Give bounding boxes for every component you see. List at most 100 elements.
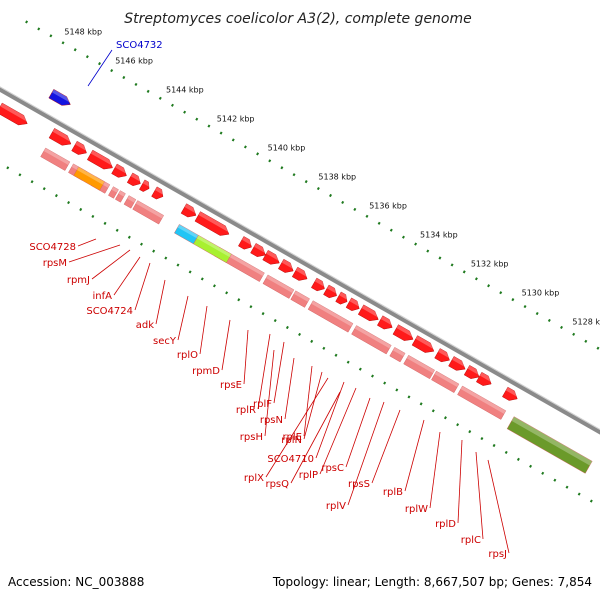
gene-orange	[73, 166, 105, 191]
gene-arrow	[335, 291, 350, 305]
gene-block	[40, 147, 71, 171]
gene-block	[307, 300, 354, 333]
gene-label: rplE	[282, 432, 302, 443]
gene-features	[0, 89, 593, 474]
scale-label: 5132 kbp	[471, 259, 509, 268]
gene-block	[389, 347, 406, 363]
label-connector	[264, 349, 275, 437]
label-connector	[404, 419, 425, 492]
genome-summary-text: Topology: linear; Length: 8,667,507 bp; …	[272, 575, 592, 589]
scale-label: 5138 kbp	[318, 172, 356, 181]
gene-block	[115, 190, 126, 203]
label-connector	[68, 244, 121, 263]
gene-arrow	[48, 128, 74, 146]
gene-label: rplV	[326, 501, 346, 512]
gene-label: rpsM	[43, 258, 67, 269]
gene-arrow	[502, 386, 520, 401]
gene-sco4732	[48, 89, 73, 106]
gene-label: rpsC	[321, 463, 344, 474]
gene-arrow	[476, 371, 494, 386]
gene-label: infA	[93, 291, 113, 302]
gene-cyan	[174, 224, 199, 245]
gene-block	[290, 290, 310, 308]
scale-label: 5142 kbp	[217, 114, 255, 123]
label-connector	[319, 387, 357, 475]
label-connector	[347, 401, 385, 506]
gene-block	[108, 186, 119, 199]
label-connector	[457, 439, 463, 524]
scale-label: 5146 kbp	[115, 56, 153, 65]
gene-arrow	[377, 315, 395, 330]
label-connector	[284, 357, 295, 420]
scale-label: 5144 kbp	[166, 85, 204, 94]
gene-arrow	[345, 297, 362, 311]
gene-arrow	[180, 203, 199, 218]
gene-lime	[193, 234, 232, 264]
label-connector	[134, 262, 151, 311]
map-title: Streptomyces coelicolor A3(2), complete …	[124, 11, 472, 27]
gene-arrow	[151, 186, 166, 200]
gene-olive	[506, 416, 593, 474]
label-connector	[290, 391, 341, 484]
genome-backbone	[0, 86, 600, 435]
scale-label: 5130 kbp	[522, 288, 560, 297]
label-connector	[303, 371, 323, 440]
highlight-connector	[87, 49, 113, 87]
gene-arrow	[86, 149, 116, 170]
gene-arrow	[250, 243, 269, 257]
label-connector	[475, 451, 484, 540]
scale-label: 5140 kbp	[268, 143, 306, 152]
gene-block	[431, 370, 460, 393]
label-connector	[243, 329, 249, 385]
gene-arrow	[238, 236, 255, 250]
gene-label: rplX	[244, 473, 264, 484]
scale-labels: 5148 kbp 5146 kbp 5144 kbp 5142 kbp 5140 kbp…	[64, 27, 600, 326]
gene-label: secY	[153, 336, 177, 347]
gene-arrow	[111, 163, 130, 178]
scale-label: 5148 kbp	[64, 27, 102, 36]
gene-label: SCO4724	[86, 306, 133, 317]
gene-label: rplC	[461, 535, 481, 546]
highlight-gene-label: SCO4732	[116, 40, 163, 51]
gene-label: rpmJ	[67, 275, 90, 286]
scale-label: 5134 kbp	[420, 230, 458, 239]
gene-label: rpsJ	[488, 549, 507, 560]
gene-label: rpsS	[348, 479, 370, 490]
label-connectors	[68, 49, 510, 554]
gene-label: adk	[136, 320, 154, 331]
label-connector	[315, 381, 345, 459]
label-connector	[371, 409, 401, 484]
gene-arrow	[357, 304, 382, 322]
gene-arrow	[262, 250, 283, 265]
gene-label: rplN	[281, 435, 302, 446]
gene-arrow	[139, 179, 152, 192]
gene-block	[123, 195, 137, 209]
scale-track-outer	[25, 20, 600, 351]
label-connector	[91, 249, 131, 280]
label-connector	[221, 319, 231, 371]
gene-label: rplP	[299, 470, 318, 481]
gene-arrow	[291, 266, 310, 281]
label-connector	[257, 333, 271, 410]
gene-label: rpsE	[220, 380, 242, 391]
gene-arrow	[311, 277, 328, 292]
label-connector	[177, 295, 189, 341]
scale-label: 5136 kbp	[369, 201, 407, 210]
accession-text: Accession: NC_003888	[8, 575, 144, 589]
gene-arrow	[392, 324, 416, 341]
gene-arrow	[323, 284, 340, 299]
gene-label: SCO4728	[29, 242, 76, 253]
gene-label: rpsQ	[265, 479, 289, 490]
gene-label: rplR	[236, 405, 256, 416]
label-connector	[487, 459, 510, 554]
gene-label: rplD	[435, 519, 456, 530]
gene-label: rplF	[253, 399, 272, 410]
gene-block	[403, 354, 435, 380]
label-connector	[199, 305, 208, 355]
gene-block	[262, 274, 295, 299]
gene-arrow	[448, 356, 468, 371]
gene-label: rpsN	[260, 415, 283, 426]
gene-arrow	[463, 365, 482, 379]
